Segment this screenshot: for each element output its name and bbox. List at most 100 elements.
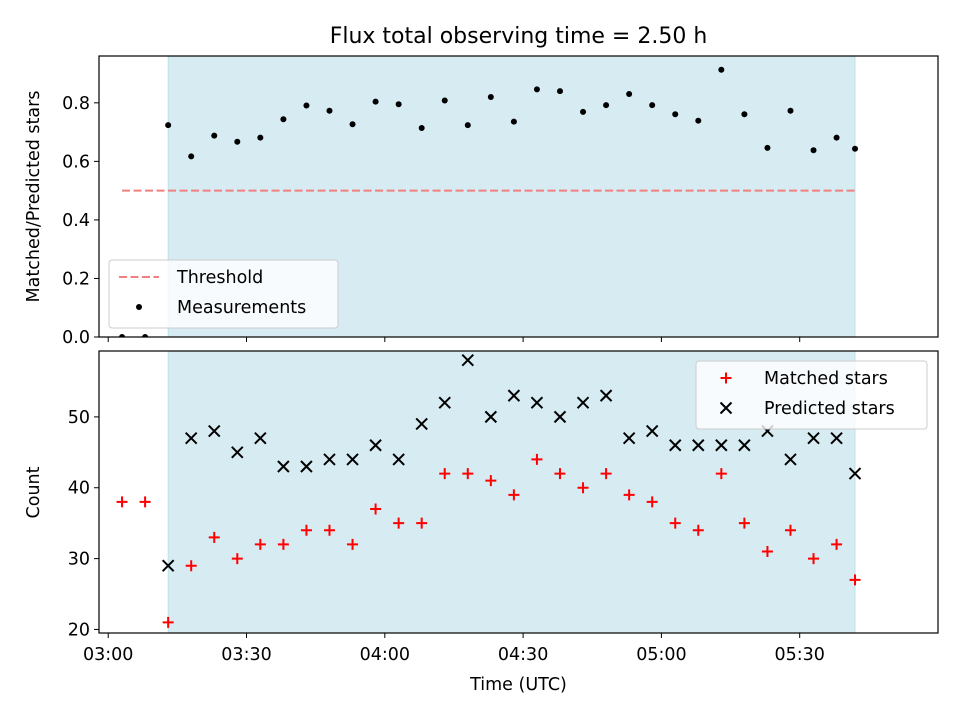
data-point [416, 517, 428, 529]
legend-plus-handle [720, 372, 732, 384]
y-tick-label: 0.0 [62, 328, 90, 348]
data-point [580, 108, 587, 115]
data-point [254, 431, 267, 445]
data-point [487, 93, 494, 100]
legend-dot-handle [136, 304, 142, 310]
data-point [622, 431, 636, 445]
y-tick-label: 50 [68, 408, 90, 428]
data-point [830, 431, 843, 445]
data-point [370, 503, 382, 515]
data-point [692, 439, 705, 452]
data-point [347, 538, 359, 550]
data-point [208, 424, 221, 438]
x-tick-label: 03:00 [83, 645, 133, 665]
data-point [852, 145, 859, 152]
data-point [810, 147, 817, 154]
data-point [808, 553, 820, 565]
data-point [531, 453, 543, 465]
data-point [669, 439, 682, 452]
series-predicted-stars [161, 354, 862, 572]
y-tick-label: 0.8 [62, 94, 90, 114]
series-matched-stars [116, 453, 861, 628]
data-point [603, 102, 610, 109]
data-point [438, 396, 451, 409]
data-point [764, 144, 771, 151]
legend-label: Matched stars [764, 369, 888, 389]
x-tick-label: 05:00 [636, 645, 686, 665]
data-point [649, 102, 656, 109]
data-point [623, 489, 635, 501]
data-point [231, 446, 244, 459]
data-point [303, 102, 310, 109]
y-tick-label: 0.6 [62, 152, 90, 172]
data-point [257, 134, 264, 141]
legend: Threshold Measurements [108, 259, 339, 329]
data-point [139, 496, 151, 508]
data-point [849, 574, 861, 586]
data-point [119, 334, 126, 337]
data-point [718, 66, 725, 73]
data-point [554, 468, 566, 480]
data-point [807, 431, 820, 445]
data-point [715, 439, 728, 452]
data-point [393, 517, 405, 529]
data-point [761, 546, 773, 558]
data-point [323, 524, 335, 536]
data-point [415, 417, 428, 431]
x-axis-label: Time (UTC) [469, 675, 567, 695]
legend: Matched stars Predicted stars [695, 360, 928, 430]
data-point [738, 439, 751, 452]
data-point [441, 97, 448, 104]
data-point [695, 117, 702, 124]
data-point [461, 354, 474, 367]
plot-area [116, 354, 862, 628]
data-point [165, 122, 172, 129]
data-point [848, 467, 862, 480]
data-point [672, 111, 679, 118]
data-point [669, 517, 681, 529]
axes-frame [98, 55, 939, 338]
data-point [741, 111, 748, 118]
count-panel: 20 30 40 50 03:00 03:30 04:00 04:30 05:00 05:30 Ma… [68, 350, 939, 665]
x-tick-label: 05:30 [774, 645, 824, 665]
data-point [787, 107, 794, 114]
data-point [116, 496, 128, 508]
data-point [418, 125, 425, 132]
data-point [372, 98, 379, 105]
x-tick-label: 04:30 [498, 645, 548, 665]
data-point [142, 334, 149, 337]
data-point [300, 524, 312, 536]
y-tick-label: 40 [68, 479, 90, 499]
data-point [600, 468, 612, 480]
legend-box [695, 360, 928, 430]
data-point [645, 424, 659, 438]
data-point [692, 524, 704, 536]
data-point [484, 410, 498, 424]
data-point [439, 468, 451, 480]
data-point [346, 453, 359, 466]
data-point [161, 559, 175, 572]
data-point [254, 538, 266, 550]
data-point [556, 88, 563, 95]
data-point [646, 496, 658, 508]
bottom-y-axis-label: Count [24, 466, 44, 518]
data-point [395, 101, 402, 108]
data-point [277, 538, 289, 550]
data-point [326, 107, 333, 114]
data-point [715, 468, 727, 480]
legend-label: Measurements [177, 298, 306, 318]
data-point [188, 153, 195, 160]
data-point [508, 489, 520, 501]
data-point [485, 475, 497, 487]
data-point [277, 460, 290, 473]
x-tick-label: 03:30 [221, 645, 271, 665]
data-point [577, 482, 589, 494]
data-point [462, 468, 474, 480]
data-point [208, 531, 220, 543]
data-point [530, 396, 544, 409]
data-point [784, 524, 796, 536]
y-tick-label: 30 [68, 550, 90, 570]
data-point [280, 116, 287, 123]
axes-frame [98, 350, 939, 634]
